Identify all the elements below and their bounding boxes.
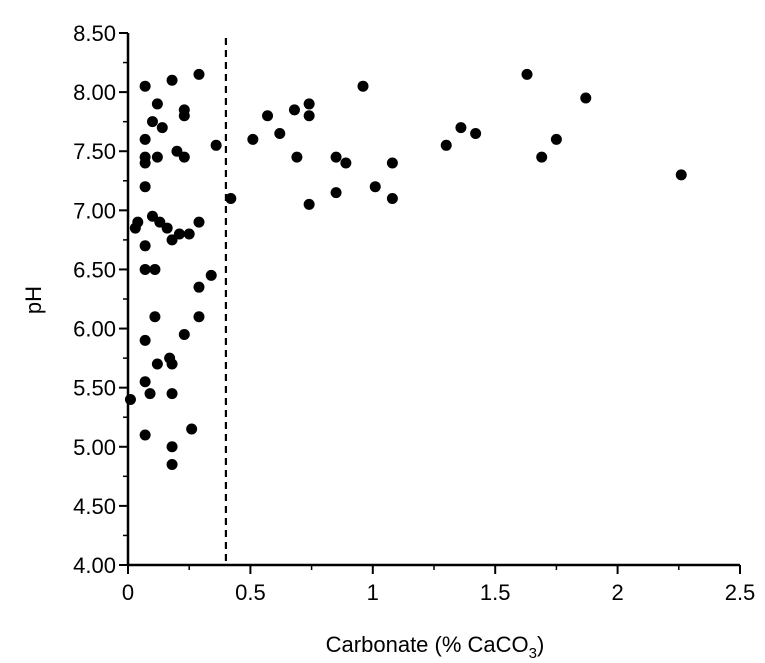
data-point — [440, 139, 452, 151]
data-point — [151, 98, 163, 110]
data-point — [151, 358, 163, 370]
data-point — [139, 240, 151, 252]
x-axis-title: Carbonate (% CaCO3) — [326, 632, 545, 662]
data-point — [330, 151, 342, 163]
data-point — [144, 388, 156, 400]
data-point — [340, 157, 352, 169]
data-point — [550, 133, 562, 145]
x-tick-label: 1 — [367, 580, 379, 605]
data-point — [146, 210, 158, 222]
data-point — [247, 133, 259, 145]
data-point — [303, 198, 315, 210]
data-point — [369, 181, 381, 193]
x-axis: 0 0.5 1 1.5 2 2.5 — [122, 563, 756, 605]
x-tick-label: 0 — [122, 580, 134, 605]
y-tick-label: 6.50 — [73, 257, 116, 282]
data-point — [288, 104, 300, 116]
data-point — [149, 311, 161, 323]
data-point — [178, 328, 190, 340]
x-tick-label: 1.5 — [480, 580, 511, 605]
data-point — [521, 68, 533, 80]
data-point — [124, 393, 136, 405]
data-point — [274, 127, 286, 139]
data-point — [166, 74, 178, 86]
data-point — [183, 228, 195, 240]
data-point — [166, 388, 178, 400]
data-point — [139, 334, 151, 346]
data-point — [193, 311, 205, 323]
data-point — [166, 441, 178, 453]
data-point — [146, 116, 158, 128]
data-point — [151, 151, 163, 163]
y-tick-label: 8.50 — [73, 21, 116, 46]
data-point — [357, 80, 369, 92]
data-point — [580, 92, 592, 104]
data-point — [303, 98, 315, 110]
data-point — [205, 269, 217, 281]
y-axis-title: pH — [21, 286, 46, 314]
data-point — [171, 145, 183, 157]
data-point — [330, 187, 342, 199]
data-point — [178, 151, 190, 163]
data-point — [186, 423, 198, 435]
data-point — [139, 429, 151, 441]
data-point — [173, 228, 185, 240]
data-point — [291, 151, 303, 163]
data-point — [149, 263, 161, 275]
y-tick-label: 7.00 — [73, 198, 116, 223]
data-point — [386, 157, 398, 169]
data-point — [161, 222, 173, 234]
x-axis-title-main: Carbonate (% CaCO — [326, 632, 529, 657]
data-point — [139, 376, 151, 388]
data-point — [193, 216, 205, 228]
y-axis: 4.00 4.50 5.00 5.50 6.00 6.50 7.00 7.50 8.00 8.50 — [73, 21, 130, 578]
y-tick-label: 5.50 — [73, 376, 116, 401]
y-tick-label: 8.00 — [73, 80, 116, 105]
data-point — [166, 459, 178, 471]
y-tick-label: 4.50 — [73, 494, 116, 519]
x-axis-title-subscript: 3 — [529, 645, 537, 662]
y-tick-label: 6.00 — [73, 317, 116, 342]
y-tick-label: 4.00 — [73, 553, 116, 578]
data-point — [139, 263, 151, 275]
data-point — [536, 151, 548, 163]
x-tick-label: 0.5 — [235, 580, 266, 605]
data-point — [193, 281, 205, 293]
data-point — [139, 181, 151, 193]
data-point — [154, 216, 166, 228]
data-point — [139, 157, 151, 169]
data-point — [210, 139, 222, 151]
data-point — [129, 222, 141, 234]
data-point — [156, 122, 168, 134]
data-point — [455, 122, 467, 134]
x-tick-label: 2 — [611, 580, 623, 605]
data-point — [262, 110, 274, 122]
x-tick-label: 2.5 — [725, 580, 756, 605]
data-point — [386, 193, 398, 205]
data-point — [139, 133, 151, 145]
data-point — [166, 358, 178, 370]
data-point — [178, 110, 190, 122]
x-axis-title-close: ) — [537, 632, 544, 657]
data-point — [303, 110, 315, 122]
data-point — [166, 234, 178, 246]
data-point — [225, 193, 237, 205]
y-tick-label: 5.00 — [73, 435, 116, 460]
data-point — [675, 169, 687, 181]
data-points — [124, 68, 687, 471]
data-point — [139, 80, 151, 92]
data-point — [193, 68, 205, 80]
data-point — [470, 127, 482, 139]
y-tick-label: 7.50 — [73, 139, 116, 164]
